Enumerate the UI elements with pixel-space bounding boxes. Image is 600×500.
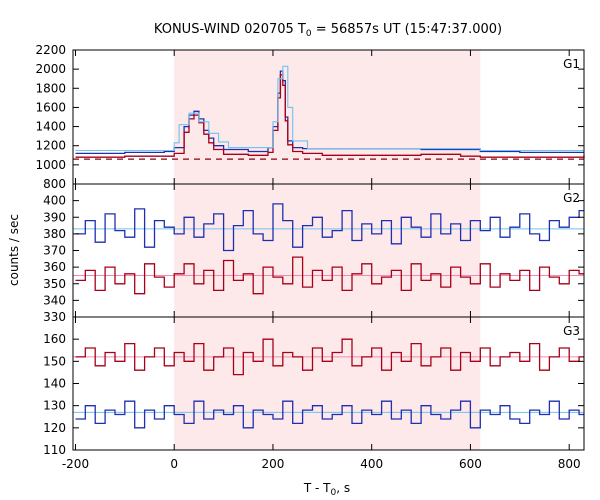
panel-G3-ytick-label: 110 xyxy=(43,443,66,457)
x-tick-label: 200 xyxy=(262,457,285,471)
panel-G2-ytick-label: 330 xyxy=(43,310,66,324)
panel-G2-series-blue xyxy=(75,203,584,252)
x-tick-label: 400 xyxy=(360,457,383,471)
axes: 8001000120014001600180020002200G13303403… xyxy=(35,43,585,471)
panel-G1-ytick-label: 1200 xyxy=(35,139,66,153)
y-axis-label: counts / sec xyxy=(7,214,21,286)
panel-G3-series-blue xyxy=(75,400,584,429)
panel-G2-label: G2 xyxy=(563,191,580,205)
panel-G1-ytick-label: 1600 xyxy=(35,100,66,114)
panel-G3-ytick-label: 140 xyxy=(43,377,66,391)
panel-G2-ytick-label: 380 xyxy=(43,227,66,241)
panel-G1-ytick-label: 2200 xyxy=(35,43,66,57)
x-axis-label: T - T0, s xyxy=(303,481,350,498)
panel-G2-ytick-label: 350 xyxy=(43,277,66,291)
x-tick-label: -200 xyxy=(62,457,89,471)
panel-G3-ytick-label: 160 xyxy=(43,332,66,346)
panels xyxy=(73,50,585,450)
panel-G1-label: G1 xyxy=(563,57,580,71)
panel-G2-ytick-label: 360 xyxy=(43,260,66,274)
panel-G3-ytick-label: 120 xyxy=(43,421,66,435)
chart-title: KONUS-WIND 020705 T0 = 56857s UT (15:47:… xyxy=(154,22,502,39)
panel-G1-ytick-label: 1800 xyxy=(35,81,66,95)
panel-G1-ytick-label: 1000 xyxy=(35,158,66,172)
panel-G2-ytick-label: 390 xyxy=(43,210,66,224)
panel-G2-ytick-label: 400 xyxy=(43,194,66,208)
panel-G2-ytick-label: 370 xyxy=(43,244,66,258)
panel-G1-ytick-label: 2000 xyxy=(35,62,66,76)
panel-G2-series-red xyxy=(75,256,584,295)
x-tick-label: 800 xyxy=(558,457,581,471)
x-tick-label: 0 xyxy=(170,457,178,471)
panel-G3-label: G3 xyxy=(563,324,580,338)
panel-G3-series-red xyxy=(75,338,584,376)
panel-G2-ytick-label: 340 xyxy=(43,293,66,307)
panel-G1-ytick-label: 800 xyxy=(43,177,66,191)
x-tick-label: 600 xyxy=(459,457,482,471)
panel-G3-ytick-label: 130 xyxy=(43,399,66,413)
panel-G1-series-lightblue xyxy=(75,65,584,152)
panel-G3-ytick-label: 150 xyxy=(43,354,66,368)
panel-G1-ytick-label: 1400 xyxy=(35,120,66,134)
shaded-interval xyxy=(174,50,481,450)
